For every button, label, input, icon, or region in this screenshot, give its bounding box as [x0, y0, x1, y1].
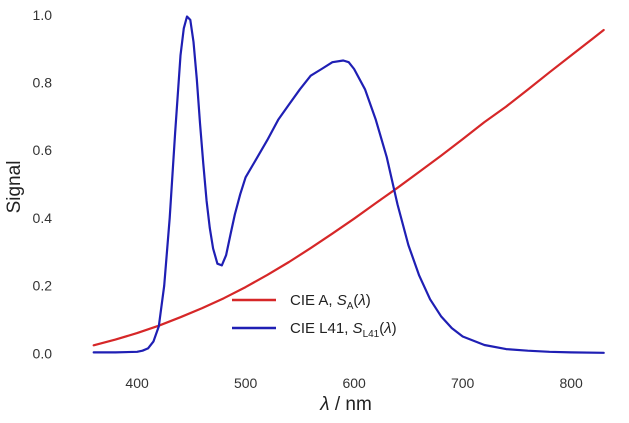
- legend-label-prefix: CIE A,: [290, 292, 337, 309]
- y-tick-label: 0.8: [33, 75, 53, 91]
- legend-label-subscript: L41: [363, 329, 380, 340]
- y-tick-label: 0.0: [33, 345, 53, 361]
- y-tick-label: 1.0: [33, 7, 53, 23]
- x-axis-title-unit: / nm: [330, 394, 372, 415]
- y-tick-label: 0.2: [33, 278, 53, 294]
- y-tick-label: 0.4: [33, 210, 53, 226]
- series-layer: [92, 15, 605, 354]
- legend-label: CIE A, SA(λ): [290, 292, 371, 312]
- x-tick-label: 700: [451, 375, 475, 391]
- legend-label-prefix: CIE L41,: [290, 320, 353, 337]
- legend-label-argument: (: [353, 292, 358, 309]
- x-tick-label: 500: [234, 375, 258, 391]
- x-tick-label: 800: [559, 375, 583, 391]
- x-axis-title: λ / nm: [319, 394, 372, 415]
- x-axis: 400 500 600 700 800: [125, 375, 583, 391]
- legend-label-close: ): [366, 292, 371, 309]
- legend-label-close: ): [392, 320, 397, 337]
- series-line-cie-a: [92, 28, 605, 347]
- legend: CIE A, SA(λ)CIE L41, SL41(λ): [232, 292, 397, 340]
- legend-label-lambda: λ: [357, 292, 365, 309]
- legend-label-argument: (: [379, 320, 384, 337]
- legend-label-symbol: S: [353, 320, 363, 337]
- legend-label-symbol: S: [337, 292, 347, 309]
- y-axis: 0.0 0.2 0.4 0.6 0.8 1.0: [33, 7, 53, 362]
- x-tick-label: 400: [125, 375, 149, 391]
- legend-label-subscript: A: [347, 301, 354, 312]
- y-axis-title: Signal: [4, 161, 25, 214]
- x-axis-title-symbol: λ: [319, 394, 329, 415]
- y-tick-label: 0.6: [33, 142, 53, 158]
- series-line-cie-l41: [92, 15, 605, 354]
- legend-label: CIE L41, SL41(λ): [290, 320, 397, 340]
- x-tick-label: 600: [342, 375, 366, 391]
- legend-label-lambda: λ: [383, 320, 391, 337]
